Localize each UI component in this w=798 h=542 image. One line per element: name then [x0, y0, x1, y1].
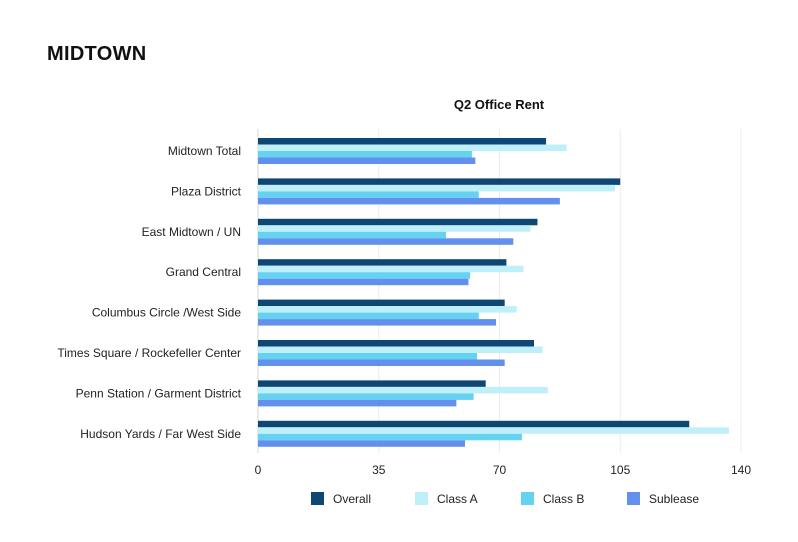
legend-swatch	[311, 492, 324, 505]
x-tick-label: 0	[255, 463, 262, 477]
legend-swatch	[627, 492, 640, 505]
bar-class-b	[258, 312, 479, 320]
bar-sublease	[258, 319, 497, 326]
bar-class-b	[258, 191, 479, 198]
bar-class-a	[258, 386, 548, 394]
legend-label: Overall	[333, 492, 371, 506]
x-tick-label: 35	[372, 463, 386, 477]
category-label: Columbus Circle /West Side	[92, 306, 241, 320]
bar-sublease	[258, 359, 505, 366]
legend-swatch	[521, 492, 534, 505]
bar-class-a	[258, 184, 616, 192]
x-tick-label: 70	[493, 463, 507, 477]
category-label: Times Square / Rockefeller Center	[57, 346, 241, 360]
x-tick-label: 140	[731, 463, 751, 477]
bar-class-b	[258, 151, 472, 158]
legend-swatch	[415, 492, 428, 505]
bar-overall	[258, 259, 507, 266]
bar-class-b	[258, 393, 474, 400]
category-label: Midtown Total	[168, 144, 241, 158]
category-label: Hudson Yards / Far West Side	[80, 427, 241, 441]
legend-label: Class A	[437, 492, 478, 506]
bar-overall	[258, 138, 547, 145]
legend-label: Class B	[543, 492, 584, 506]
bar-sublease	[258, 399, 457, 407]
bar-class-b	[258, 433, 522, 441]
category-label: Grand Central	[166, 265, 241, 279]
bar-class-a	[258, 427, 729, 434]
legend-label: Sublease	[649, 492, 699, 506]
bar-class-a	[258, 265, 524, 273]
bar-class-b	[258, 272, 471, 279]
bar-overall	[258, 420, 690, 428]
bar-sublease	[258, 197, 560, 205]
category-label: East Midtown / UN	[142, 225, 241, 239]
bar-class-a	[258, 346, 543, 353]
bar-class-a	[258, 144, 567, 151]
bar-overall	[258, 299, 505, 307]
bar-sublease	[258, 278, 469, 286]
category-label: Plaza District	[171, 184, 242, 198]
bar-overall	[258, 380, 486, 387]
x-tick-label: 105	[610, 463, 630, 477]
bar-sublease	[258, 157, 476, 164]
bar-class-b	[258, 231, 447, 239]
bar-class-b	[258, 353, 478, 360]
chart-title: Q2 Office Rent	[454, 97, 545, 112]
bar-overall	[258, 218, 538, 226]
bar-overall	[258, 340, 534, 347]
bar-sublease	[258, 440, 465, 447]
bar-sublease	[258, 238, 514, 245]
bar-overall	[258, 178, 621, 185]
bar-class-a	[258, 225, 531, 232]
bar-class-a	[258, 306, 517, 313]
page-heading: MIDTOWN	[47, 43, 147, 65]
category-label: Penn Station / Garment District	[76, 386, 242, 400]
